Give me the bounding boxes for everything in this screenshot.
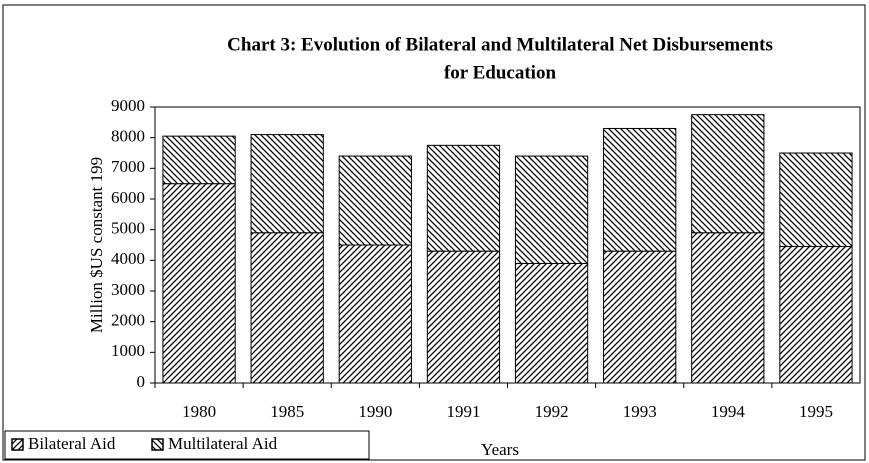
bar-segment [250,134,324,234]
chart-title: Chart 3: Evolution of Bilateral and Mult… [227,34,773,55]
y-tick-label: 4000 [111,249,145,268]
bar-segment [426,144,501,252]
legend-swatch [151,438,164,451]
y-tick-label: 9000 [111,96,145,115]
y-tick-label: 2000 [111,311,145,330]
y-tick-label: 7000 [111,157,145,176]
x-axis-label: Years [481,440,519,459]
x-tick-label: 1990 [358,402,392,421]
bar-segment [250,232,324,384]
bar-segment [779,152,853,248]
y-tick-label: 8000 [111,127,145,146]
x-tick-label: 1993 [623,402,657,421]
x-tick-label: 1995 [799,402,833,421]
bar-segment [338,244,412,384]
y-tick-label: 5000 [111,219,145,238]
bar-segment [603,250,677,384]
chart-frame [2,4,866,461]
bar-segment [691,114,765,234]
legend-label: Bilateral Aid [28,434,116,453]
y-axis-label: Million $US constant 199 [87,157,106,333]
y-tick-label: 1000 [111,341,145,360]
y-tick-label: 6000 [111,188,145,207]
legend-box [4,430,370,460]
bar-segment [514,262,589,384]
x-tick-label: 1994 [711,402,746,421]
bar-segment [603,127,677,252]
x-tick-label: 1992 [535,402,569,421]
bar-segment [162,183,236,384]
bar-segment [162,135,236,185]
bar-segment [338,155,412,246]
bar-segment [779,246,853,384]
x-tick-label: 1991 [446,402,480,421]
bar-segment [426,250,501,384]
bar-segment [691,232,765,384]
bar-segment [514,155,589,264]
legend-swatch [11,438,24,451]
x-tick-label: 1985 [270,402,304,421]
legend-label: Multilateral Aid [168,434,278,453]
chart-title: for Education [444,62,557,83]
y-tick-label: 3000 [111,280,145,299]
y-tick-label: 0 [137,372,146,391]
x-tick-label: 1980 [182,402,216,421]
